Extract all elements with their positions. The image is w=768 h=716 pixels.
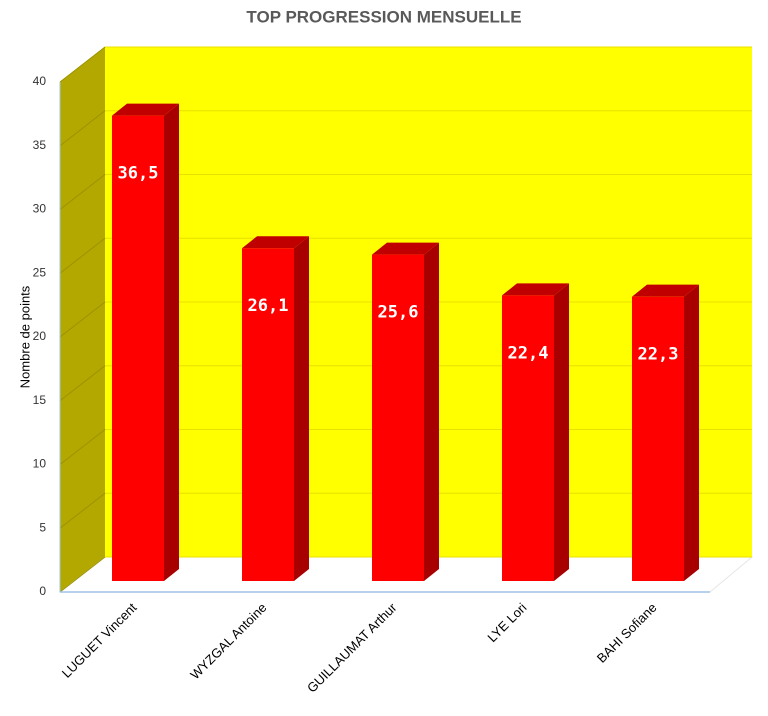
bar-top: [632, 284, 699, 297]
y-tick-label: 5: [39, 520, 46, 534]
x-tick-label: WYZGAL Antoine: [187, 600, 269, 682]
grid-line-side: [59, 46, 106, 83]
bar-top: [242, 236, 309, 249]
x-tick-label: GUILLAUMAT Arthur: [304, 599, 400, 695]
y-tick-label: 15: [33, 393, 47, 407]
y-tick-label: 20: [33, 329, 47, 343]
grid-line-side: [59, 174, 106, 210]
bar: [242, 248, 294, 581]
chart-title: TOP PROGRESSION MENSUELLE: [246, 7, 521, 26]
grid-line-side: [59, 492, 106, 529]
value-label: 26,1: [248, 296, 289, 316]
bar-side: [554, 283, 569, 581]
value-label: 22,4: [508, 343, 549, 363]
x-tick-label: LUGUET Vincent: [59, 600, 140, 681]
bar: [632, 296, 684, 581]
value-label: 25,6: [378, 303, 419, 323]
y-tick-label: 35: [33, 138, 47, 152]
bar-side: [424, 242, 439, 581]
grid-line-side: [59, 556, 106, 593]
y-tick-label: 40: [33, 74, 47, 88]
bar-top: [372, 242, 439, 255]
bar-top: [502, 283, 569, 296]
bar-top: [112, 103, 179, 116]
y-tick-label: 25: [33, 265, 47, 279]
y-tick-label: 30: [33, 202, 47, 216]
x-tick-label: LYE Lori: [484, 600, 529, 645]
bar: [502, 295, 554, 581]
bar: [372, 254, 424, 581]
bar: [112, 115, 164, 581]
y-tick-label: 10: [33, 457, 47, 471]
grid-line-side: [59, 237, 106, 274]
value-label: 22,3: [638, 345, 679, 365]
y-tick-label: 0: [39, 584, 46, 598]
x-tick-label: BAHI Sofiane: [594, 600, 660, 666]
grid-line-side: [59, 429, 106, 465]
grid-line-side: [59, 301, 106, 338]
grid-line-side: [59, 365, 106, 402]
y-axis-label: Nombre de points: [17, 285, 32, 388]
bar-side: [684, 284, 699, 581]
bar-side: [164, 103, 179, 581]
bar-side: [294, 236, 309, 581]
value-label: 36,5: [118, 164, 159, 184]
grid-line-side: [59, 110, 106, 147]
